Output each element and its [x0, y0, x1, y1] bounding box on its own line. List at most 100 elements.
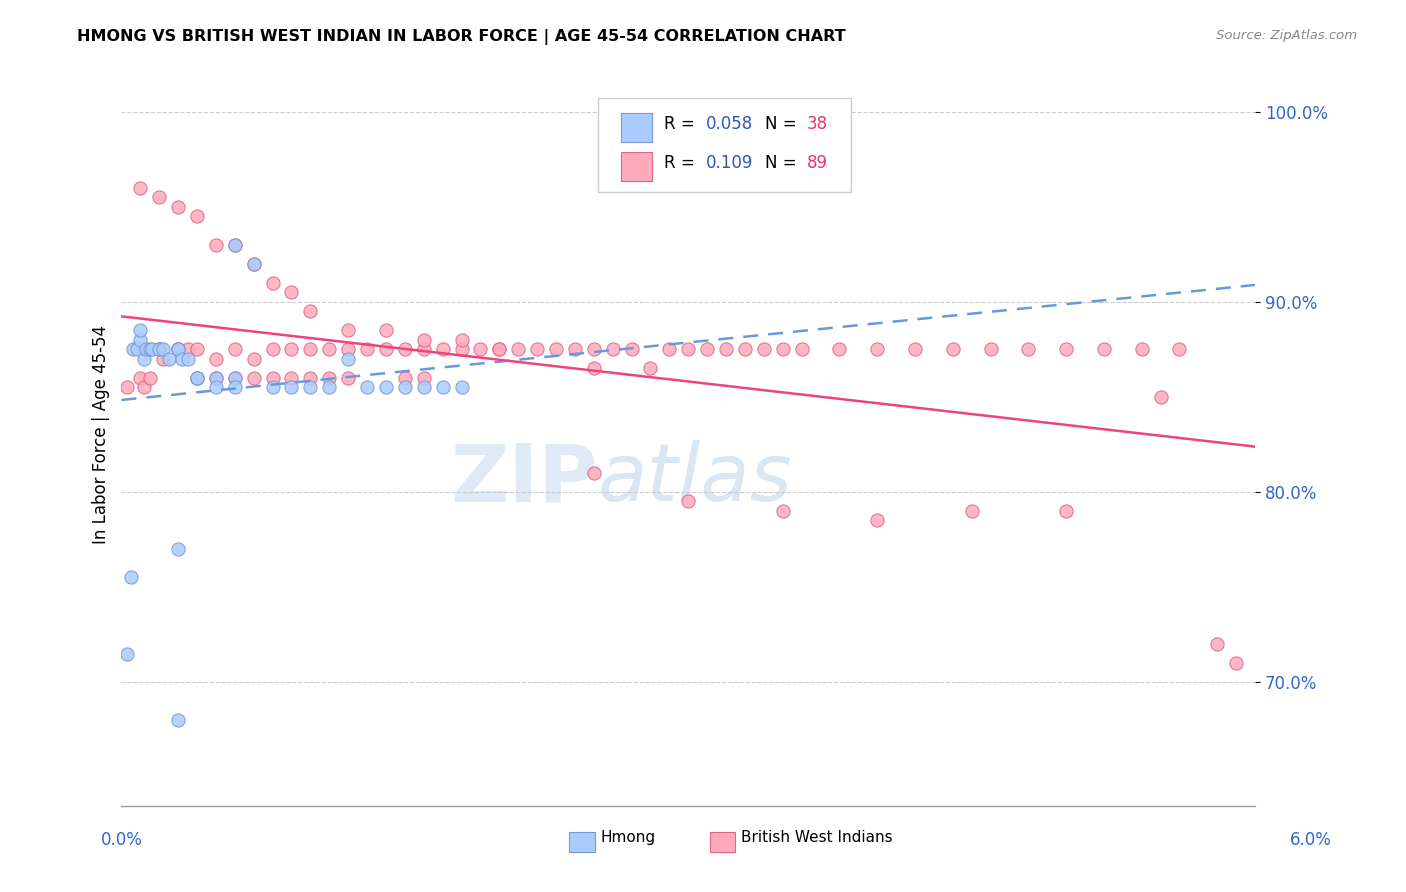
Point	[186, 209, 208, 223]
Point	[205, 237, 228, 252]
Point	[582, 343, 605, 357]
Point	[676, 494, 699, 508]
Point	[299, 380, 322, 394]
Point	[318, 343, 340, 357]
Point	[115, 647, 138, 661]
Point	[121, 343, 143, 357]
Point	[772, 504, 794, 518]
Point	[205, 371, 228, 385]
Point	[167, 343, 190, 357]
Point	[242, 351, 264, 366]
Point	[318, 380, 340, 394]
Point	[115, 380, 138, 394]
Text: ZIP: ZIP	[450, 441, 598, 518]
Point	[262, 343, 284, 357]
Point	[470, 343, 492, 357]
Point	[337, 343, 360, 357]
Point	[167, 713, 190, 727]
Point	[866, 343, 889, 357]
Point	[960, 504, 983, 518]
Point	[432, 343, 454, 357]
Point	[224, 371, 246, 385]
Text: 89: 89	[807, 153, 828, 172]
Point	[242, 257, 264, 271]
Point	[318, 371, 340, 385]
Point	[139, 343, 162, 357]
Point	[176, 343, 198, 357]
Point	[148, 190, 170, 204]
Point	[356, 343, 378, 357]
Point	[262, 380, 284, 394]
Point	[488, 343, 510, 357]
Point	[658, 343, 681, 357]
Text: N =: N =	[765, 115, 801, 133]
Point	[135, 343, 157, 357]
Point	[1054, 504, 1077, 518]
Point	[582, 466, 605, 480]
Point	[544, 343, 567, 357]
Point	[242, 371, 264, 385]
Point	[337, 323, 360, 337]
Point	[752, 343, 775, 357]
Point	[129, 333, 152, 347]
Point	[714, 343, 737, 357]
Point	[620, 343, 643, 357]
Point	[129, 371, 152, 385]
Point	[904, 343, 927, 357]
Point	[280, 380, 302, 394]
Point	[224, 237, 246, 252]
Point	[676, 343, 699, 357]
Point	[1092, 343, 1115, 357]
Point	[120, 570, 142, 584]
Point	[1168, 343, 1191, 357]
Point	[205, 351, 228, 366]
Point	[167, 541, 190, 556]
Point	[129, 323, 152, 337]
Point	[186, 371, 208, 385]
Point	[412, 380, 434, 394]
Point	[224, 343, 246, 357]
Point	[167, 343, 190, 357]
Point	[1054, 343, 1077, 357]
Point	[224, 380, 246, 394]
Text: Source: ZipAtlas.com: Source: ZipAtlas.com	[1216, 29, 1357, 42]
Point	[280, 371, 302, 385]
Point	[186, 371, 208, 385]
Point	[772, 343, 794, 357]
Point	[526, 343, 548, 357]
Point	[167, 200, 190, 214]
Point	[602, 343, 624, 357]
Point	[374, 343, 396, 357]
Point	[374, 380, 396, 394]
Y-axis label: In Labor Force | Age 45-54: In Labor Force | Age 45-54	[93, 326, 110, 544]
Point	[129, 180, 152, 194]
Point	[508, 343, 530, 357]
Point	[412, 371, 434, 385]
Point	[394, 371, 416, 385]
Point	[152, 351, 174, 366]
Text: 0.109: 0.109	[706, 153, 754, 172]
Point	[374, 323, 396, 337]
Point	[299, 304, 322, 318]
Point	[828, 343, 851, 357]
Point	[412, 343, 434, 357]
Point	[356, 380, 378, 394]
Point	[125, 343, 148, 357]
Text: 38: 38	[807, 115, 828, 133]
Point	[942, 343, 965, 357]
Point	[170, 351, 193, 366]
Point	[139, 371, 162, 385]
Point	[1017, 343, 1039, 357]
Point	[157, 351, 180, 366]
Text: R =: R =	[664, 153, 700, 172]
Point	[224, 237, 246, 252]
Text: R =: R =	[664, 115, 700, 133]
Point	[582, 361, 605, 376]
Point	[280, 285, 302, 300]
Point	[205, 380, 228, 394]
Point	[186, 343, 208, 357]
Point	[696, 343, 718, 357]
Point	[337, 371, 360, 385]
Point	[299, 343, 322, 357]
Point	[640, 361, 662, 376]
